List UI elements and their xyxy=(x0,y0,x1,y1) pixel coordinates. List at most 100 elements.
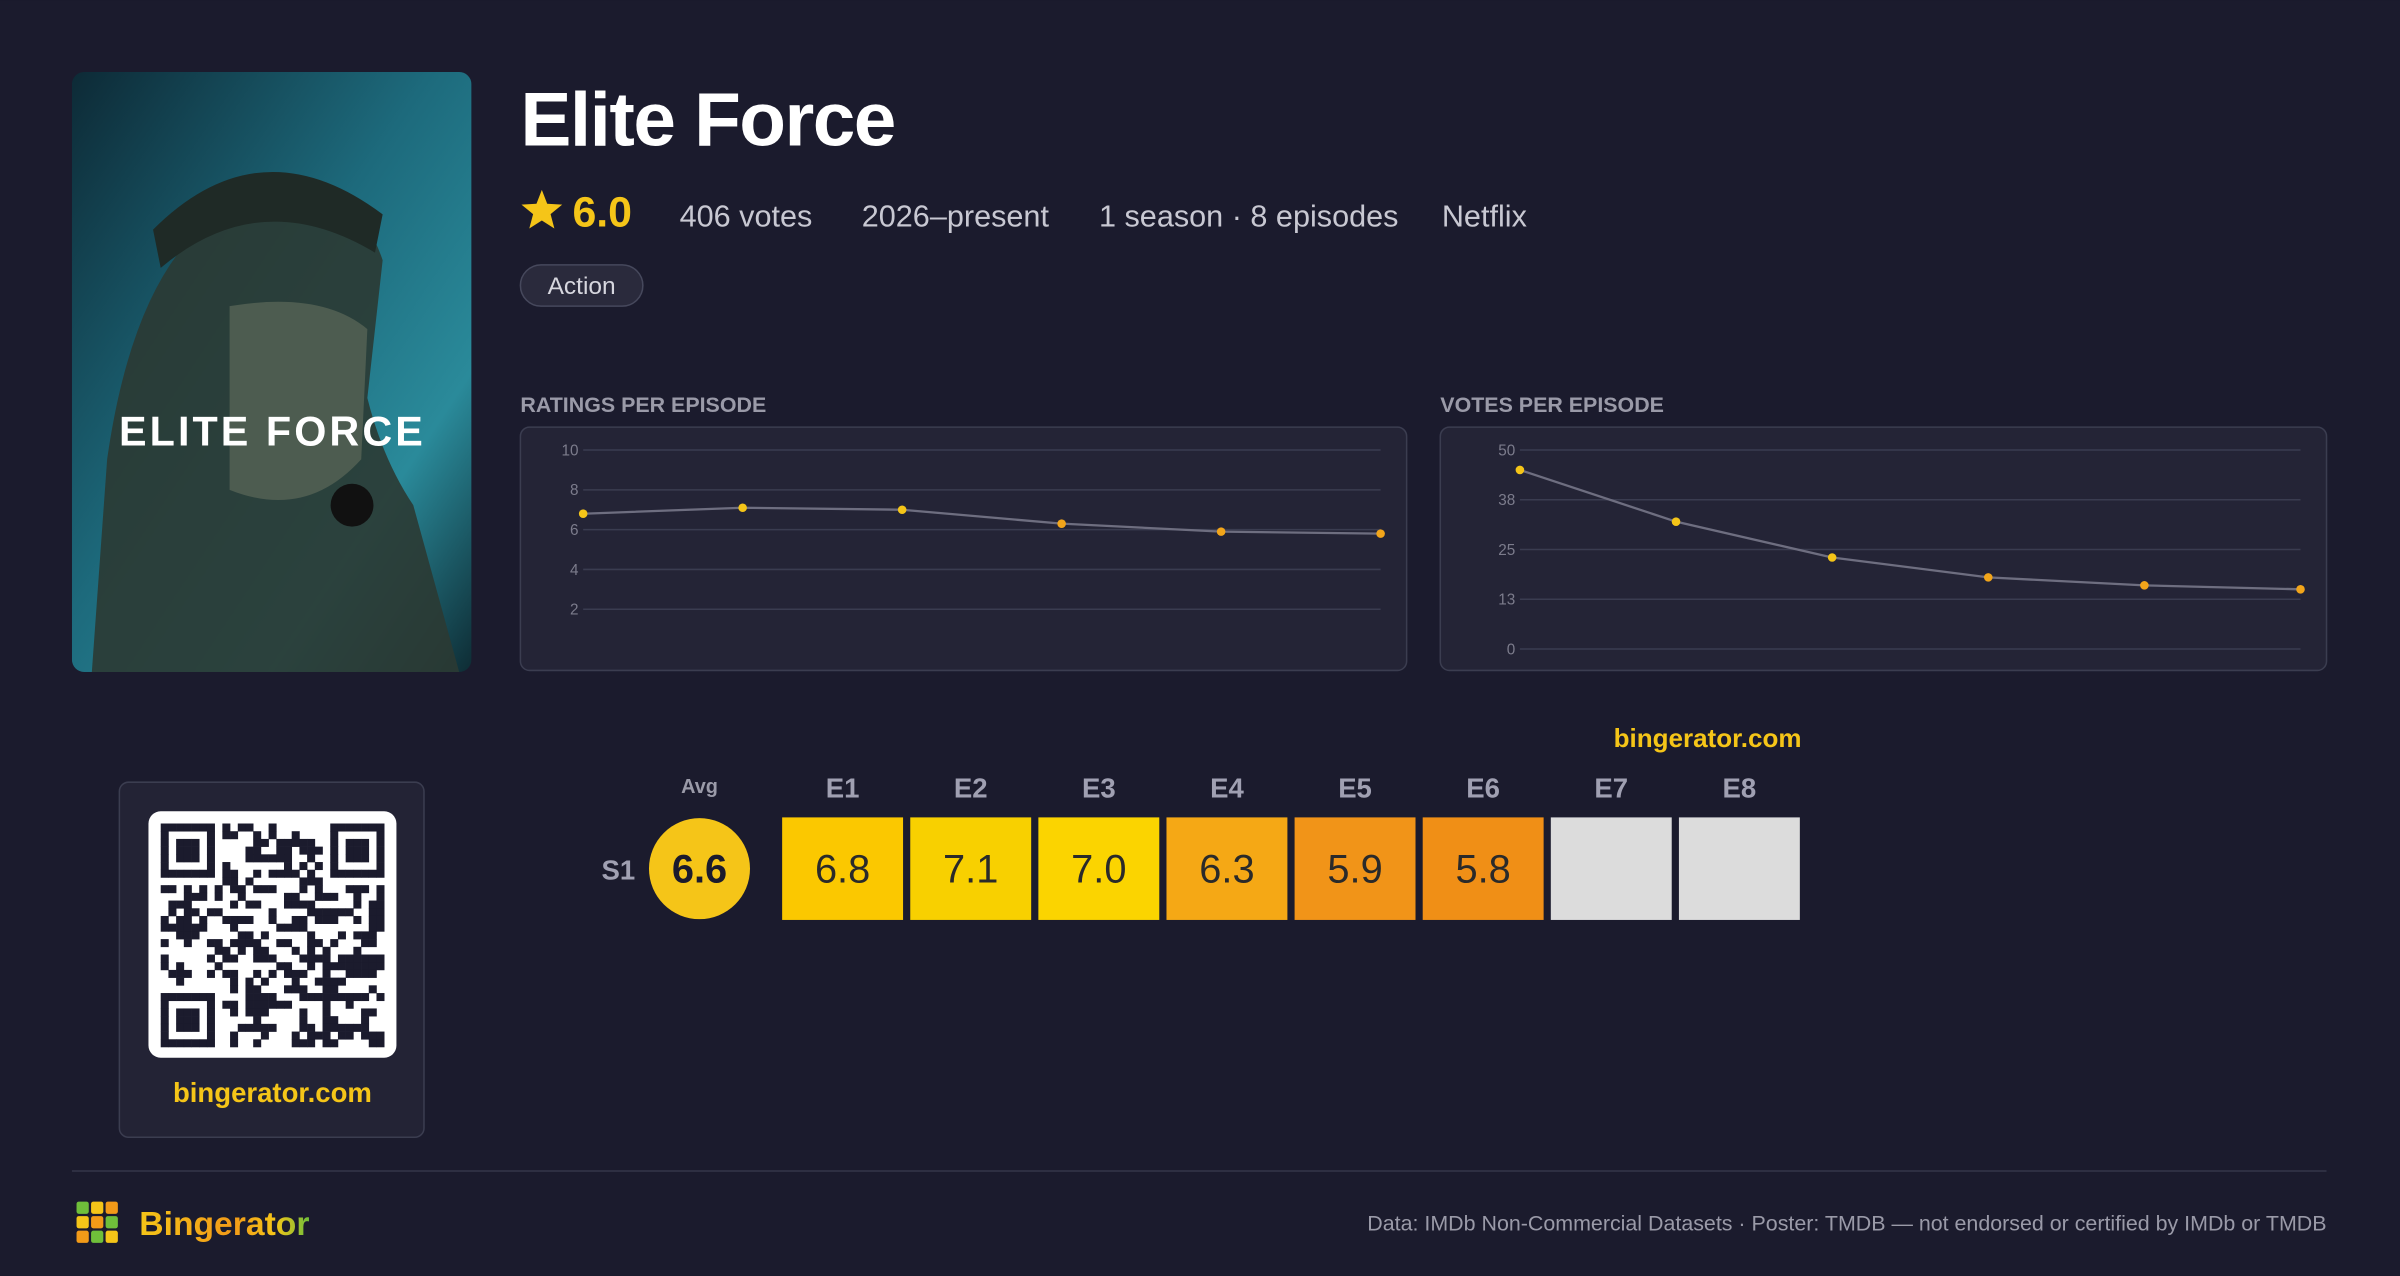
credits: Data: IMDb Non-Commercial Datasets · Pos… xyxy=(1367,1212,2326,1236)
qr-module xyxy=(176,962,185,971)
site-label: bingerator.com xyxy=(1614,723,1802,753)
qr-module xyxy=(160,962,169,971)
qr-module xyxy=(183,969,192,978)
qr-module xyxy=(176,923,185,932)
qr-module xyxy=(299,1008,308,1017)
qr-module xyxy=(183,885,192,894)
qr-module xyxy=(376,892,385,901)
qr-module xyxy=(361,1023,370,1032)
qr-module xyxy=(253,954,262,963)
qr-module xyxy=(307,946,316,955)
qr-module xyxy=(322,969,331,978)
qr-module xyxy=(176,977,185,986)
qr-module xyxy=(307,954,316,963)
qr-module xyxy=(376,869,385,878)
qr-module xyxy=(160,838,169,847)
qr-module xyxy=(361,993,370,1002)
qr-module xyxy=(183,923,192,932)
qr-module xyxy=(330,993,339,1002)
qr-module xyxy=(376,954,385,963)
qr-module xyxy=(322,985,331,994)
qr-module xyxy=(183,931,192,940)
point xyxy=(1515,465,1525,475)
qr-module xyxy=(353,954,362,963)
qr-module xyxy=(376,1031,385,1040)
chart-title: VOTES PER EPISODE xyxy=(1440,393,1664,417)
qr-module xyxy=(337,993,346,1002)
qr-module xyxy=(206,1039,215,1048)
qr-module xyxy=(237,892,246,901)
qr-module xyxy=(345,993,354,1002)
y-tick-label: 0 xyxy=(1507,641,1516,658)
network: Netflix xyxy=(1442,200,1527,234)
qr-module xyxy=(222,915,231,924)
point xyxy=(1057,519,1066,528)
qr-module xyxy=(183,892,192,901)
qr-module xyxy=(361,885,370,894)
genre-label: Action xyxy=(548,273,616,300)
rating-star xyxy=(521,189,563,229)
qr-module xyxy=(322,1039,331,1048)
qr-module xyxy=(260,931,269,940)
qr-module xyxy=(268,823,277,832)
qr-module xyxy=(245,877,254,886)
poster-helmet xyxy=(153,171,383,268)
qr-module xyxy=(368,823,377,832)
point xyxy=(1671,517,1681,526)
qr-module xyxy=(176,854,185,863)
qr-module xyxy=(291,838,300,847)
qr-module xyxy=(361,838,370,847)
qr-module xyxy=(307,1039,316,1048)
poster-mask xyxy=(229,301,368,501)
cell xyxy=(910,817,1032,920)
qr-module xyxy=(222,831,231,840)
cell xyxy=(1166,817,1288,920)
qr-module xyxy=(168,908,177,917)
qr-module xyxy=(268,993,277,1002)
y-tick-label: 4 xyxy=(570,562,579,579)
qr-module xyxy=(160,923,169,932)
qr-module xyxy=(245,823,254,832)
logo-square xyxy=(91,1216,104,1229)
qr-module xyxy=(214,885,223,894)
logo-square xyxy=(76,1201,89,1214)
qr-module xyxy=(353,993,362,1002)
qr-module xyxy=(245,977,254,986)
qr-module xyxy=(353,869,362,878)
row-label: S1 xyxy=(602,854,636,885)
y-tick-label: 8 xyxy=(570,482,579,499)
qr-module xyxy=(307,1023,316,1032)
qr-module xyxy=(345,1000,354,1009)
qr-module xyxy=(345,846,354,855)
qr-module xyxy=(307,869,316,878)
qr-module xyxy=(230,954,239,963)
qr-module xyxy=(253,939,262,948)
qr-module xyxy=(245,939,254,948)
qr-module xyxy=(353,900,362,909)
qr-module xyxy=(337,962,346,971)
qr-module xyxy=(260,1023,269,1032)
qr-module xyxy=(361,854,370,863)
qr-module xyxy=(245,1008,254,1017)
qr-module xyxy=(291,831,300,840)
qr-module xyxy=(214,946,223,955)
qr-module xyxy=(253,885,262,894)
qr-module xyxy=(237,931,246,940)
qr-module xyxy=(245,1000,254,1009)
qr-module xyxy=(291,1031,300,1040)
qr-module xyxy=(253,831,262,840)
qr-module xyxy=(276,962,285,971)
qr-module xyxy=(191,1016,200,1025)
qr-module xyxy=(345,1023,354,1032)
column-header: E3 xyxy=(1082,772,1116,803)
column-header: E1 xyxy=(826,772,860,803)
qr-module xyxy=(284,962,293,971)
qr-module xyxy=(284,985,293,994)
y-tick-label: 38 xyxy=(1498,492,1515,509)
qr-module xyxy=(230,831,239,840)
qr-module xyxy=(322,977,331,986)
qr-module xyxy=(222,877,231,886)
qr-module xyxy=(268,969,277,978)
qr-module xyxy=(160,831,169,840)
qr-module xyxy=(260,885,269,894)
